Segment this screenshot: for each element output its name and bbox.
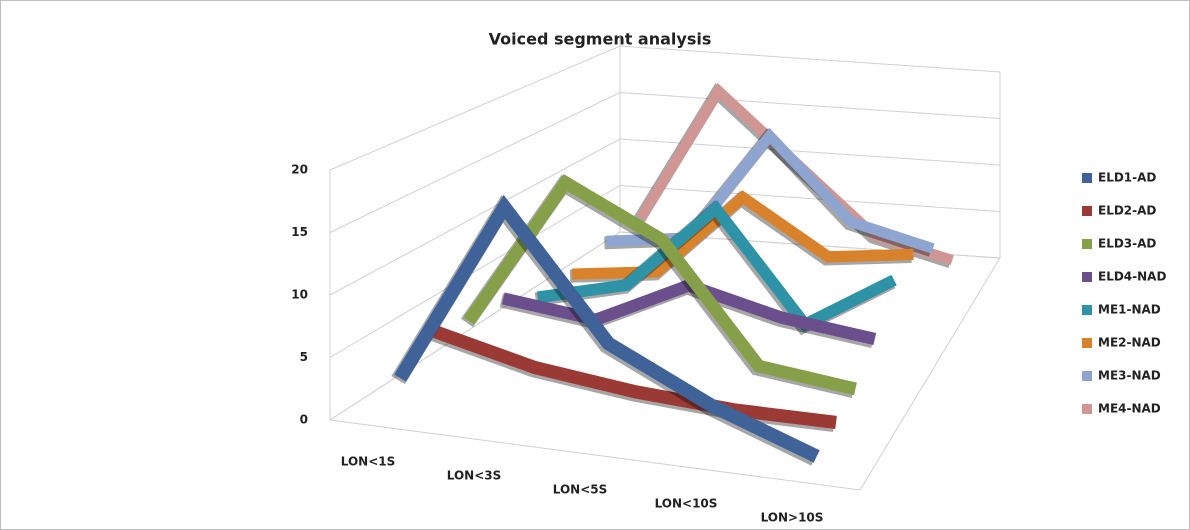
y-tick-label: 10 xyxy=(291,288,308,302)
series-line xyxy=(432,325,837,430)
y-tick-label: 5 xyxy=(300,350,308,364)
y-tick-label: 20 xyxy=(291,163,308,177)
x-tick-label: LON<1S xyxy=(341,455,396,469)
series-line xyxy=(536,199,897,332)
plot xyxy=(391,82,954,466)
y-tick-label: 15 xyxy=(291,225,308,239)
x-tick-label: LON<10S xyxy=(655,497,718,511)
chart-title: Voiced segment analysis xyxy=(489,30,712,49)
legend-label: ME2-NAD xyxy=(1098,336,1161,350)
legend-label: ME3-NAD xyxy=(1098,369,1161,383)
walls: 0 5 10 15 20 xyxy=(291,36,1001,491)
legend-label: ME1-NAD xyxy=(1098,303,1161,317)
legend-swatch xyxy=(1082,305,1092,315)
legend-swatch xyxy=(1082,239,1092,249)
legend-swatch xyxy=(1082,206,1092,216)
x-tick-label: LON<3S xyxy=(447,469,502,483)
legend-swatch xyxy=(1082,404,1092,414)
legend-label: ELD3-AD xyxy=(1098,237,1156,251)
legend-label: ELD4-NAD xyxy=(1098,270,1166,284)
series-line xyxy=(394,194,820,463)
legend-swatch xyxy=(1082,371,1092,381)
legend-label: ELD2-AD xyxy=(1098,204,1156,218)
x-tick-label: LON>10S xyxy=(761,511,824,525)
series-line xyxy=(463,174,857,396)
legend-label: ME4-NAD xyxy=(1098,402,1161,416)
series-line xyxy=(571,190,914,280)
legend-swatch xyxy=(1082,338,1092,348)
y-tick-label: 0 xyxy=(300,413,308,427)
x-tick-label: LON<5S xyxy=(553,483,608,497)
legend-swatch xyxy=(1082,173,1092,183)
legend-swatch xyxy=(1082,272,1092,282)
legend-label: ELD1-AD xyxy=(1098,171,1156,185)
